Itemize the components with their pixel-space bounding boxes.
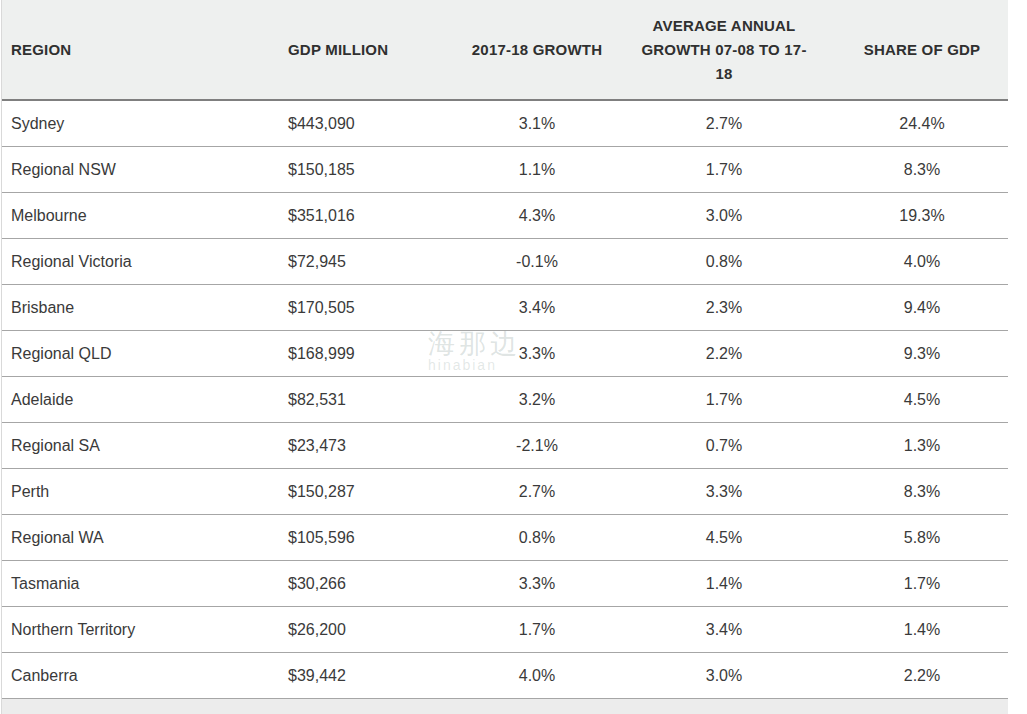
- header-average-annual-growth: AVERAGE ANNUAL GROWTH 07-08 TO 17-18: [612, 0, 836, 100]
- gdp-table-container: REGION GDP MILLION 2017-18 GROWTH AVERAG…: [1, 0, 1009, 714]
- cell-share: 1.4%: [836, 607, 1008, 653]
- table-row-melbourne: Melbourne $351,016 4.3% 3.0% 19.3%: [2, 193, 1008, 239]
- cell-avg-growth: 0.8%: [612, 239, 836, 285]
- cell-growth: 3.3%: [462, 561, 612, 607]
- table-row-brisbane: Brisbane $170,505 3.4% 2.3% 9.4%: [2, 285, 1008, 331]
- cell-growth: -0.1%: [462, 239, 612, 285]
- cell-share: 1.7%: [836, 561, 1008, 607]
- cell-gdp: $39,442: [232, 653, 462, 699]
- cell-gdp: $105,596: [232, 515, 462, 561]
- cell-gdp: $82,531: [232, 377, 462, 423]
- cell-region: Tasmania: [2, 561, 232, 607]
- cell-avg-growth: 0.7%: [612, 423, 836, 469]
- table-row-tasmania: Tasmania $30,266 3.3% 1.4% 1.7%: [2, 561, 1008, 607]
- cell-share: 100%: [836, 699, 1008, 714]
- cell-avg-growth: 1.7%: [612, 147, 836, 193]
- table-row-sydney: Sydney $443,090 3.1% 2.7% 24.4%: [2, 100, 1008, 147]
- cell-growth: 1.7%: [462, 607, 612, 653]
- header-region: REGION: [2, 0, 232, 100]
- table-header: REGION GDP MILLION 2017-18 GROWTH AVERAG…: [2, 0, 1008, 100]
- cell-growth: 3.3%: [462, 331, 612, 377]
- cell-share: 5.8%: [836, 515, 1008, 561]
- cell-avg-growth: 2.2%: [612, 331, 836, 377]
- cell-gdp: $1,814,535: [232, 699, 462, 714]
- cell-share: 9.3%: [836, 331, 1008, 377]
- cell-gdp: $23,473: [232, 423, 462, 469]
- cell-avg-growth: 3.0%: [612, 653, 836, 699]
- cell-share: 19.3%: [836, 193, 1008, 239]
- cell-region: Melbourne: [2, 193, 232, 239]
- cell-gdp: $30,266: [232, 561, 462, 607]
- cell-gdp: $351,016: [232, 193, 462, 239]
- cell-share: 1.3%: [836, 423, 1008, 469]
- cell-gdp: $443,090: [232, 100, 462, 147]
- cell-region: Sydney: [2, 100, 232, 147]
- table-row-regional-qld: Regional QLD $168,999 3.3% 2.2% 9.3%: [2, 331, 1008, 377]
- cell-region: Regional Victoria: [2, 239, 232, 285]
- cell-growth: 3.2%: [462, 377, 612, 423]
- cell-region: Regional QLD: [2, 331, 232, 377]
- cell-avg-growth: 3.3%: [612, 469, 836, 515]
- cell-avg-growth: 3.4%: [612, 607, 836, 653]
- cell-share: 2.2%: [836, 653, 1008, 699]
- table-row-perth: Perth $150,287 2.7% 3.3% 8.3%: [2, 469, 1008, 515]
- cell-share: 8.3%: [836, 147, 1008, 193]
- cell-region: Regional SA: [2, 423, 232, 469]
- table-row-regional-wa: Regional WA $105,596 0.8% 4.5% 5.8%: [2, 515, 1008, 561]
- cell-gdp: $26,200: [232, 607, 462, 653]
- cell-region: Brisbane: [2, 285, 232, 331]
- table-body: Sydney $443,090 3.1% 2.7% 24.4% Regional…: [2, 100, 1008, 714]
- cell-share: 4.0%: [836, 239, 1008, 285]
- cell-avg-growth: 2.5%: [612, 699, 836, 714]
- cell-gdp: $72,945: [232, 239, 462, 285]
- table-row-regional-nsw: Regional NSW $150,185 1.1% 1.7% 8.3%: [2, 147, 1008, 193]
- header-average-annual-growth-text: AVERAGE ANNUAL GROWTH 07-08 TO 17-18: [635, 14, 813, 86]
- table-row-northern-territory: Northern Territory $26,200 1.7% 3.4% 1.4…: [2, 607, 1008, 653]
- cell-region: Australia: [2, 699, 232, 714]
- regional-gdp-table: REGION GDP MILLION 2017-18 GROWTH AVERAG…: [2, 0, 1008, 714]
- cell-gdp: $150,185: [232, 147, 462, 193]
- cell-avg-growth: 1.4%: [612, 561, 836, 607]
- cell-region: Regional WA: [2, 515, 232, 561]
- cell-avg-growth: 2.3%: [612, 285, 836, 331]
- cell-growth: 0.8%: [462, 515, 612, 561]
- cell-growth: 3.4%: [462, 285, 612, 331]
- header-gdp-million: GDP MILLION: [232, 0, 462, 100]
- cell-share: 9.4%: [836, 285, 1008, 331]
- cell-share: 8.3%: [836, 469, 1008, 515]
- cell-growth: -2.1%: [462, 423, 612, 469]
- cell-share: 24.4%: [836, 100, 1008, 147]
- cell-region: Northern Territory: [2, 607, 232, 653]
- header-2017-18-growth: 2017-18 GROWTH: [462, 0, 612, 100]
- cell-gdp: $170,505: [232, 285, 462, 331]
- cell-growth: 2.7%: [462, 469, 612, 515]
- cell-region: Canberra: [2, 653, 232, 699]
- header-row: REGION GDP MILLION 2017-18 GROWTH AVERAG…: [2, 0, 1008, 100]
- cell-region: Perth: [2, 469, 232, 515]
- table-row-regional-sa: Regional SA $23,473 -2.1% 0.7% 1.3%: [2, 423, 1008, 469]
- cell-avg-growth: 2.7%: [612, 100, 836, 147]
- table-row-regional-victoria: Regional Victoria $72,945 -0.1% 0.8% 4.0…: [2, 239, 1008, 285]
- cell-growth: 3.1%: [462, 100, 612, 147]
- cell-growth: 4.0%: [462, 653, 612, 699]
- cell-growth: 4.3%: [462, 193, 612, 239]
- cell-region: Regional NSW: [2, 147, 232, 193]
- cell-share: 4.5%: [836, 377, 1008, 423]
- table-row-canberra: Canberra $39,442 4.0% 3.0% 2.2%: [2, 653, 1008, 699]
- table-row-adelaide: Adelaide $82,531 3.2% 1.7% 4.5%: [2, 377, 1008, 423]
- cell-gdp: $168,999: [232, 331, 462, 377]
- cell-avg-growth: 1.7%: [612, 377, 836, 423]
- cell-region: Adelaide: [2, 377, 232, 423]
- cell-avg-growth: 4.5%: [612, 515, 836, 561]
- header-share-of-gdp: SHARE OF GDP: [836, 0, 1008, 100]
- cell-growth: 1.1%: [462, 147, 612, 193]
- cell-gdp: $150,287: [232, 469, 462, 515]
- cell-growth: 2.8%: [462, 699, 612, 714]
- cell-avg-growth: 3.0%: [612, 193, 836, 239]
- table-row-australia-total: Australia $1,814,535 2.8% 2.5% 100%: [2, 699, 1008, 714]
